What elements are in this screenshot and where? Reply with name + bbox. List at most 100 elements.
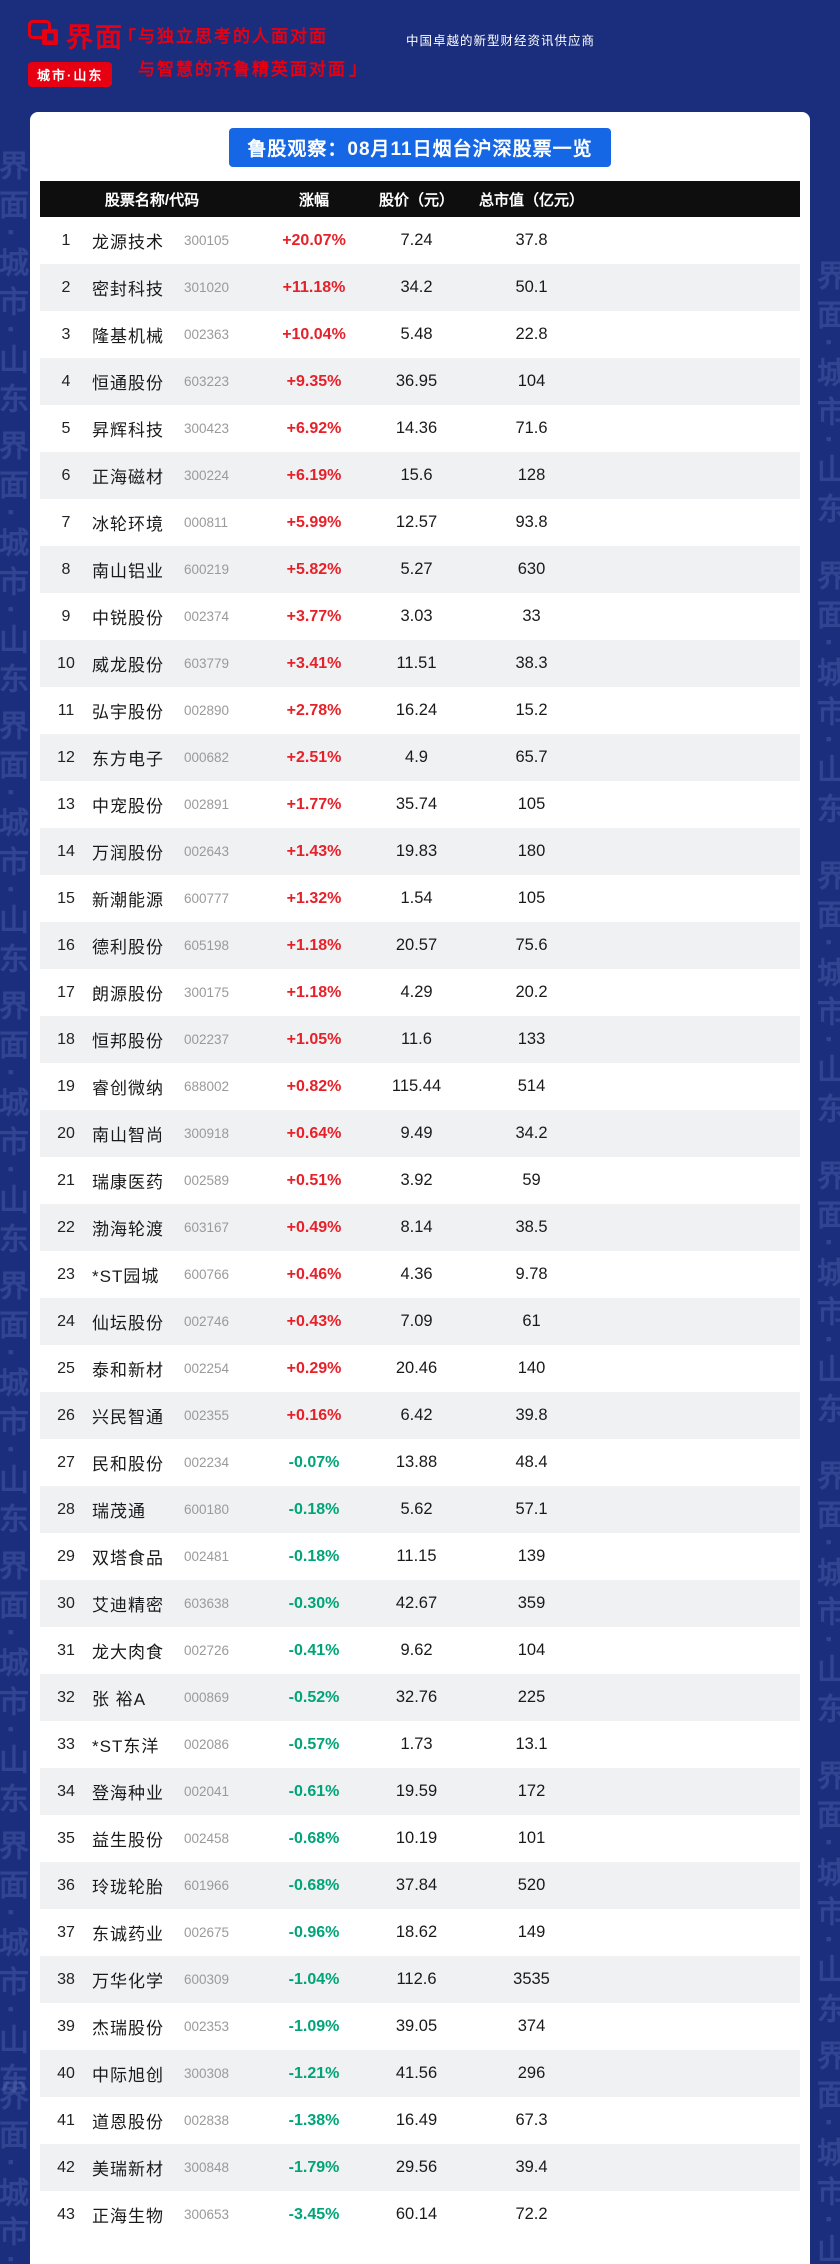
stock-cap: 72.2 xyxy=(515,2205,548,2223)
stock-code: 600180 xyxy=(184,1502,230,1517)
stock-cap: 39.8 xyxy=(515,1406,548,1424)
stock-code: 002254 xyxy=(184,1361,230,1376)
stock-cap: 514 xyxy=(517,1077,546,1095)
stock-code: 002041 xyxy=(184,1784,230,1799)
stock-price: 1.54 xyxy=(400,889,433,907)
stock-cap: 104 xyxy=(517,372,546,390)
stock-name: 兴民智通 xyxy=(92,1408,164,1427)
stock-price: 3.92 xyxy=(400,1171,433,1189)
watermark: 界面·城市·山东 xyxy=(0,1270,27,1542)
stock-code: 002891 xyxy=(184,797,230,812)
row-index: 22 xyxy=(57,1218,75,1236)
stock-code: 002675 xyxy=(184,1925,230,1940)
table-row: 42 美瑞新材 300848 -1.79% 29.56 39.4 xyxy=(40,2144,800,2191)
stock-code: 300653 xyxy=(184,2207,230,2222)
stock-price: 12.57 xyxy=(395,513,438,531)
table-row: 24 仙坛股份 002746 +0.43% 7.09 61 xyxy=(40,1298,800,1345)
stock-code: 002458 xyxy=(184,1831,230,1846)
stock-code: 600309 xyxy=(184,1972,230,1987)
stock-code: 300918 xyxy=(184,1126,230,1141)
watermark: 界面·城市·山东 xyxy=(0,710,27,982)
stock-change: -0.61% xyxy=(288,1782,340,1800)
row-index: 3 xyxy=(61,325,71,343)
table-row: 18 恒邦股份 002237 +1.05% 11.6 133 xyxy=(40,1016,800,1063)
stock-code: 002374 xyxy=(184,609,230,624)
stock-name: 双塔食品 xyxy=(92,1549,164,1568)
table-row: 35 益生股份 002458 -0.68% 10.19 101 xyxy=(40,1815,800,1862)
stock-price: 14.36 xyxy=(395,419,438,437)
stock-change: +1.77% xyxy=(286,795,342,813)
stock-cap: 71.6 xyxy=(515,419,548,437)
stock-code: 002355 xyxy=(184,1408,230,1423)
stock-change: +0.46% xyxy=(286,1265,342,1283)
row-index: 13 xyxy=(57,795,75,813)
stock-name: 威龙股份 xyxy=(92,656,164,675)
table-row: 37 东诚药业 002675 -0.96% 18.62 149 xyxy=(40,1909,800,1956)
table-header-row: 股票名称/代码 涨幅 股价（元） 总市值（亿元） xyxy=(40,181,800,217)
brand-logo: 界面 城市·山东 xyxy=(28,16,124,87)
top-banner: 界面 城市·山东 「 与独立思考的人面对面 与智慧的齐鲁精英面对面」 中国卓越的… xyxy=(0,0,840,112)
stock-change: +1.18% xyxy=(286,936,342,954)
table-row: 26 兴民智通 002355 +0.16% 6.42 39.8 xyxy=(40,1392,800,1439)
watermark: 界面·城市·山东 xyxy=(0,1550,27,1822)
jiemian-logo-icon xyxy=(28,19,60,52)
table-row: 43 正海生物 300653 -3.45% 60.14 72.2 xyxy=(40,2191,800,2238)
stock-change: +1.43% xyxy=(286,842,342,860)
stock-name: 登海种业 xyxy=(92,1784,164,1803)
stock-change: +3.77% xyxy=(286,607,342,625)
stock-change: +0.82% xyxy=(286,1077,342,1095)
stock-cap: 50.1 xyxy=(515,278,548,296)
stock-price: 20.46 xyxy=(395,1359,438,1377)
stock-price: 16.49 xyxy=(395,2111,438,2129)
report-title-badge: 鲁股观察：08月11日烟台沪深股票一览 xyxy=(229,128,611,167)
stock-code: 603223 xyxy=(184,374,230,389)
stock-price: 19.59 xyxy=(395,1782,438,1800)
stock-cap: 38.3 xyxy=(515,654,548,672)
table-row: 17 朗源股份 300175 +1.18% 4.29 20.2 xyxy=(40,969,800,1016)
stock-cap: 34.2 xyxy=(515,1124,548,1142)
stock-change: -1.09% xyxy=(288,2017,340,2035)
stock-change: -0.57% xyxy=(288,1735,340,1753)
stock-cap: 133 xyxy=(517,1030,546,1048)
row-index: 16 xyxy=(57,936,75,954)
watermark: 界面·城市·山东 xyxy=(812,1160,840,1432)
table-row: 27 民和股份 002234 -0.07% 13.88 48.4 xyxy=(40,1439,800,1486)
stock-card: 鲁股观察：08月11日烟台沪深股票一览 股票名称/代码 涨幅 股价（元） 总市值… xyxy=(30,112,810,2264)
stock-cap: 15.2 xyxy=(515,701,548,719)
logo-title: 界面 xyxy=(66,23,124,53)
stock-code: 000811 xyxy=(184,515,229,530)
table-row: 9 中锐股份 002374 +3.77% 3.03 33 xyxy=(40,593,800,640)
stock-table-body: 1 龙源技术 300105 +20.07% 7.24 37.8 2 密封科技 3… xyxy=(40,217,800,2238)
stock-change: -3.45% xyxy=(288,2205,340,2223)
table-row: 22 渤海轮渡 603167 +0.49% 8.14 38.5 xyxy=(40,1204,800,1251)
stock-name: 隆基机械 xyxy=(92,327,164,346)
stock-cap: 139 xyxy=(517,1547,546,1565)
stock-price: 18.62 xyxy=(395,1923,438,1941)
row-index: 43 xyxy=(57,2205,75,2223)
stock-change: +0.49% xyxy=(286,1218,342,1236)
stock-name: 杰瑞股份 xyxy=(92,2019,164,2038)
table-row: 25 泰和新材 002254 +0.29% 20.46 140 xyxy=(40,1345,800,1392)
watermark: 界面·城市·山东 xyxy=(812,260,840,532)
stock-cap: 37.8 xyxy=(515,231,548,249)
watermark: 界面·城市·山东 xyxy=(0,990,27,1262)
stock-change: +0.43% xyxy=(286,1312,342,1330)
watermark: 界面·城市·山东 xyxy=(812,1760,840,2032)
stock-price: 4.9 xyxy=(405,748,428,766)
stock-cap: 104 xyxy=(517,1641,546,1659)
stock-name: 新潮能源 xyxy=(92,891,164,910)
stock-change: +3.41% xyxy=(286,654,342,672)
row-index: 26 xyxy=(57,1406,75,1424)
stock-code: 600777 xyxy=(184,891,230,906)
table-row: 1 龙源技术 300105 +20.07% 7.24 37.8 xyxy=(40,217,800,264)
stock-price: 11.6 xyxy=(401,1030,432,1048)
stock-code: 002838 xyxy=(184,2113,230,2128)
watermark: 界面·城市·山东 xyxy=(812,2040,840,2264)
table-row: 13 中宠股份 002891 +1.77% 35.74 105 xyxy=(40,781,800,828)
stock-code: 002237 xyxy=(184,1032,230,1047)
stock-change: +6.92% xyxy=(286,419,342,437)
stock-name: 龙源技术 xyxy=(92,233,164,252)
stock-code: 603638 xyxy=(184,1596,230,1611)
stock-name: 瑞康医药 xyxy=(92,1173,164,1192)
stock-change: +1.05% xyxy=(286,1030,342,1048)
